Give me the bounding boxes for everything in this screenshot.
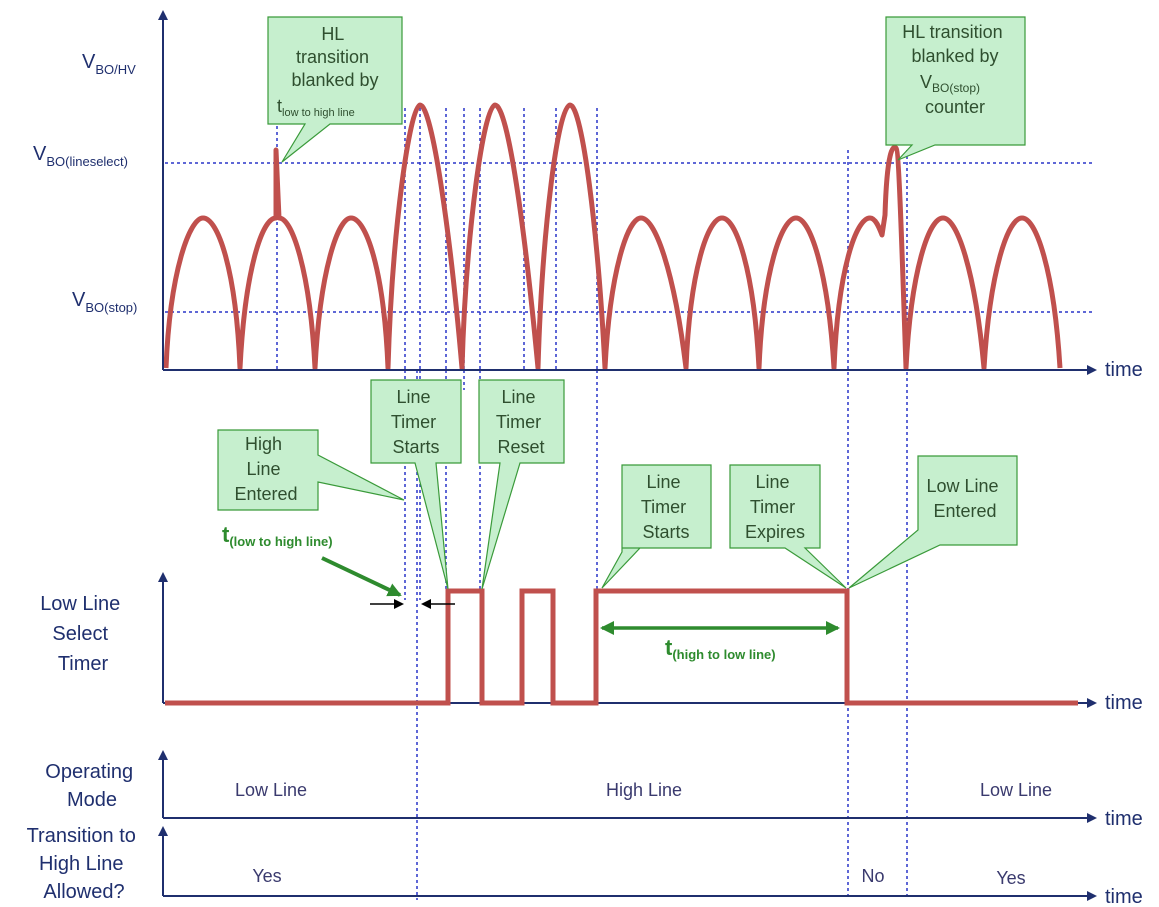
callout-line-timer-expires: Line Timer Expires [729, 464, 847, 589]
mode-segment-low-line-2: Low Line [980, 780, 1052, 800]
mode-segment-low-line-1: Low Line [235, 780, 307, 800]
callout-hl-blanked-by-t: HL transition blanked by tlow to high li… [267, 16, 403, 163]
t-low-to-high-label: t(low to high line) [222, 522, 333, 549]
transition-panel-label: Transition to High Line Allowed? [27, 825, 142, 903]
mode-boundary-lines [416, 150, 908, 900]
time-axis-label-mode: time [1105, 808, 1143, 830]
transition-axes [158, 826, 1097, 901]
time-axis-label-timer: time [1105, 692, 1143, 714]
callout-low-line-entered: Low Line Entered [848, 455, 1018, 589]
callout-line-timer-starts-1: Line Timer Starts [370, 379, 462, 590]
transition-segment-yes-2: Yes [996, 868, 1025, 888]
top-axes [158, 10, 1097, 375]
callout-line-timer-starts-2: Line Timer Starts [601, 464, 712, 589]
transition-segment-yes-1: Yes [252, 866, 281, 886]
mode-axes [158, 750, 1097, 823]
svg-text:Line Timer Expires: Line Timer Expires [745, 472, 805, 542]
svg-text:Line Timer Starts: Line Timer Starts [391, 387, 441, 457]
mode-segment-high-line: High Line [606, 780, 682, 800]
transition-segment-no: No [861, 866, 884, 886]
svg-text:HL transition blanked by: HL transition blanked by [902, 22, 1007, 66]
voltage-waveform [163, 102, 1063, 371]
mode-panel-label: Operating Mode [45, 761, 138, 811]
svg-text:Line Timer Reset: Line Timer Reset [496, 387, 546, 457]
svg-text:counter: counter [925, 97, 985, 117]
svg-text:High Line Entered: High Line Entered [234, 434, 297, 504]
t-low-to-high-arrow [321, 556, 402, 597]
time-axis-label-transition: time [1105, 886, 1143, 907]
callout-hl-blanked-by-v: HL transition blanked by VBO(stop) count… [885, 16, 1026, 161]
t-high-to-low-label: t(high to low line) [665, 635, 776, 662]
time-axis-label-top: time [1105, 359, 1143, 381]
svg-text:Line Timer Starts: Line Timer Starts [641, 472, 691, 542]
svg-text:Low Line Entered: Low Line Entered [926, 476, 1003, 521]
callout-line-timer-reset: Line Timer Reset [478, 379, 565, 590]
timer-panel-label: Low Line Select Timer [40, 593, 126, 675]
svg-text:VBO(stop): VBO(stop) [920, 72, 980, 95]
svg-text:HL transition blan: HL transition blanked by [291, 24, 378, 90]
vbo-hv-label: VBO/HV [82, 51, 136, 77]
vbo-stop-label: VBO(stop) [72, 289, 137, 315]
timer-waveform [165, 588, 1078, 706]
svg-text:tlow to high line: tlow to high line [277, 96, 355, 119]
vbo-lineselect-label: VBO(lineselect) [33, 143, 128, 169]
callout-high-line-entered: High Line Entered [217, 429, 405, 511]
